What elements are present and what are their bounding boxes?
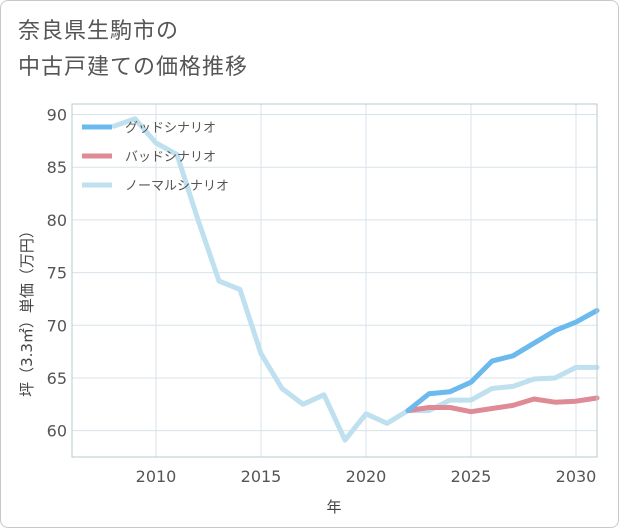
y-tick-label: 70 [47,316,67,335]
y-tick-label: 90 [47,106,67,125]
chart-title-line-2: 中古戸建ての価格推移 [18,55,249,80]
y-tick-label: 65 [47,369,67,388]
x-tick-label: 2015 [241,467,282,486]
tick-labels: 2010 2015 2020 2025 2030 60 65 70 75 80 85 90 [47,106,597,486]
y-tick-label: 85 [47,158,67,177]
y-tick-label: 80 [47,211,67,230]
x-tick-label: 2025 [451,467,492,486]
x-tick-label: 2010 [136,467,177,486]
x-tick-label: 2020 [346,467,387,486]
legend-label-normal: ノーマルシナリオ [125,179,229,194]
x-tick-label: 2030 [556,467,597,486]
y-tick-label: 60 [47,422,67,441]
legend-label-good: グッドシナリオ [125,121,216,136]
series-line-normal [111,116,600,443]
legend-label-bad: バッドシナリオ [125,150,216,165]
x-axis-label: 年 [326,498,341,516]
series-line-good [405,308,600,414]
plot-border [71,103,598,458]
plot-frame [71,103,598,458]
series-lines [111,116,600,443]
series-line-bad [405,395,600,415]
grid [72,104,597,457]
chart-title-line-1: 奈良県生駒市の [18,19,180,44]
chart-title: 奈良県生駒市の 中古戸建ての価格推移 [18,14,248,86]
y-axis-label: 坪（3.3㎡）単価（万円） [18,223,36,397]
y-tick-label: 75 [47,264,67,283]
